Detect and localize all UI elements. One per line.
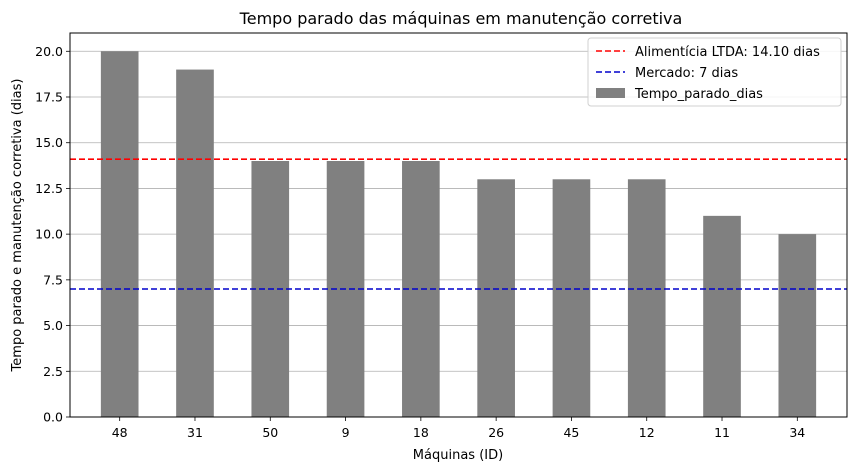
x-tick-label: 18 bbox=[413, 425, 429, 440]
x-tick-label: 48 bbox=[112, 425, 128, 440]
chart-title: Tempo parado das máquinas em manutenção … bbox=[239, 9, 683, 28]
bar-11 bbox=[703, 215, 741, 417]
y-tick-label: 17.5 bbox=[35, 90, 63, 105]
bar-31 bbox=[176, 69, 214, 418]
x-tick-label: 26 bbox=[488, 425, 504, 440]
y-tick-label: 2.5 bbox=[43, 364, 63, 379]
bar-12 bbox=[627, 179, 666, 417]
x-axis-ticks: 48 31 50 9 18 26 45 12 11 34 bbox=[112, 417, 805, 440]
x-tick-label: 31 bbox=[187, 425, 203, 440]
bar-45 bbox=[552, 179, 591, 417]
x-axis-label: Máquinas (ID) bbox=[413, 448, 503, 463]
bar-34 bbox=[778, 234, 817, 417]
legend-label: Alimentícia LTDA: 14.10 dias bbox=[635, 45, 820, 60]
legend: Alimentícia LTDA: 14.10 dias Mercado: 7 d… bbox=[587, 37, 842, 107]
legend-label: Mercado: 7 dias bbox=[635, 66, 738, 81]
plot-frame bbox=[69, 32, 848, 418]
y-axis-label: Tempo parado e manutenção corretiva (dia… bbox=[10, 79, 25, 373]
x-tick-label: 12 bbox=[639, 425, 655, 440]
x-tick-label: 45 bbox=[563, 425, 579, 440]
bar-48 bbox=[100, 51, 139, 418]
y-tick-label: 12.5 bbox=[35, 181, 63, 196]
y-tick-label: 7.5 bbox=[43, 272, 63, 287]
reference-lines bbox=[70, 158, 847, 290]
x-tick-label: 50 bbox=[262, 425, 278, 440]
y-axis-ticks: 0.0 2.5 5.0 7.5 10.0 12.5 15.0 17.5 20.0 bbox=[35, 44, 70, 425]
x-tick-label: 9 bbox=[342, 425, 350, 440]
legend-label: Tempo_parado_dias bbox=[634, 87, 763, 102]
y-tick-label: 0.0 bbox=[43, 410, 63, 425]
x-tick-label: 11 bbox=[714, 425, 730, 440]
y-tick-label: 10.0 bbox=[35, 227, 63, 242]
y-tick-label: 5.0 bbox=[43, 318, 63, 333]
bar-26 bbox=[477, 179, 515, 417]
y-tick-label: 15.0 bbox=[35, 135, 63, 150]
y-tick-label: 20.0 bbox=[35, 44, 63, 59]
legend-swatch-bar bbox=[596, 88, 625, 98]
legend-box bbox=[587, 37, 842, 107]
x-tick-label: 34 bbox=[789, 425, 805, 440]
